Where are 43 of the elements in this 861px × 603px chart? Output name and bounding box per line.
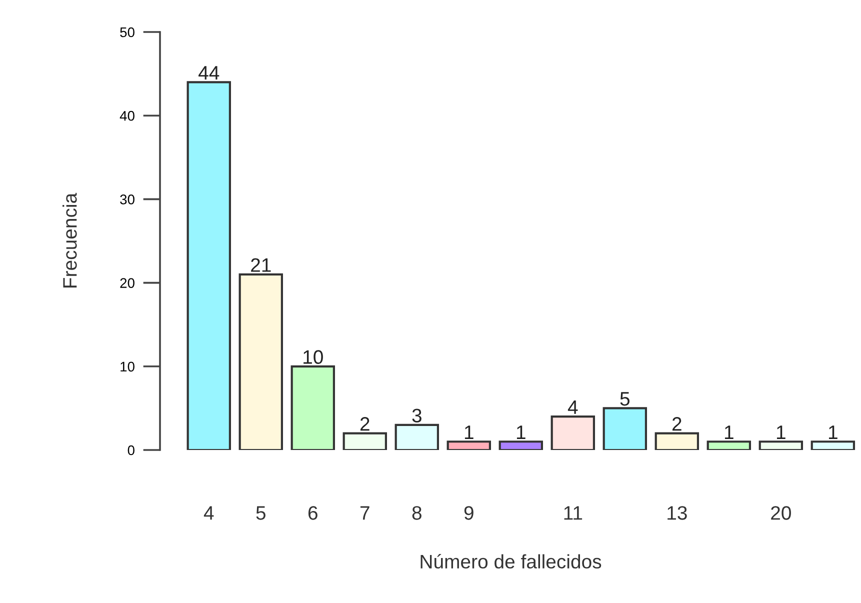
y-tick-label: 0 — [128, 445, 134, 456]
data-label: 21 — [251, 258, 271, 272]
y-tick-label: 20 — [120, 278, 134, 288]
bar — [186, 81, 231, 450]
data-label: 1 — [516, 426, 526, 439]
data-label: 2 — [672, 417, 682, 431]
x-tick-label: 6 — [308, 506, 318, 520]
x-tick-label: 8 — [412, 506, 422, 520]
data-label: 44 — [198, 66, 220, 80]
y-tick-label: 30 — [120, 194, 134, 204]
bar — [654, 432, 700, 450]
y-tick-label: 40 — [120, 110, 134, 121]
data-label: 10 — [304, 350, 323, 364]
data-label: 1 — [464, 426, 474, 439]
data-label: 5 — [620, 392, 630, 406]
x-axis-title: Número de fallecidos — [420, 554, 602, 569]
bar — [706, 440, 752, 450]
bar — [758, 440, 804, 450]
data-label: 1 — [724, 426, 734, 439]
x-tick-label: 13 — [668, 506, 687, 520]
bar — [602, 407, 648, 450]
data-label: 3 — [412, 408, 422, 422]
bar — [498, 440, 544, 450]
y-axis-title: Frecuencia — [62, 192, 77, 288]
x-tick-label: 11 — [564, 506, 582, 520]
y-tick-label: 10 — [120, 362, 134, 372]
data-label: 1 — [828, 426, 838, 439]
data-label: 1 — [776, 426, 786, 439]
x-tick-label: 7 — [360, 506, 370, 520]
bar — [550, 416, 596, 450]
bar — [394, 424, 439, 450]
x-tick-label: 20 — [771, 506, 791, 520]
bar — [810, 440, 856, 450]
bar — [446, 440, 492, 450]
x-tick-label: 9 — [464, 506, 474, 520]
x-tick-label: 5 — [256, 506, 266, 520]
y-tick-label: 50 — [120, 27, 134, 38]
data-label: 2 — [360, 417, 370, 431]
bar — [342, 432, 387, 450]
bar — [290, 365, 335, 450]
x-tick-label: 4 — [204, 506, 214, 520]
data-label: 4 — [568, 400, 578, 414]
bar — [238, 273, 283, 450]
